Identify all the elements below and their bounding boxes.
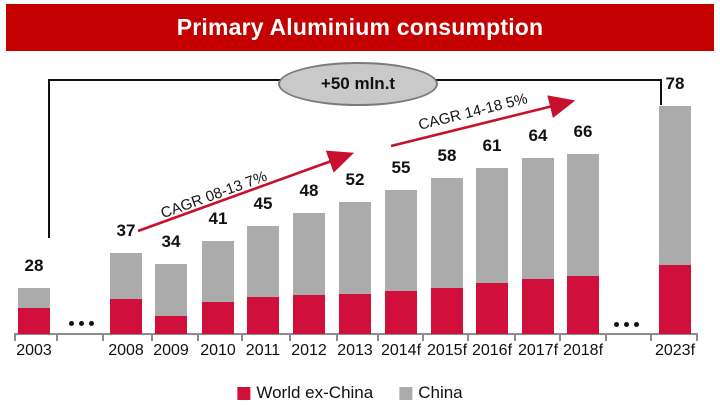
bar-world-ex-china-2014f — [385, 291, 417, 334]
bar-world-ex-china-2009 — [155, 316, 187, 334]
axis-break-dots-1 — [614, 322, 619, 327]
axis-break-dots-0 — [79, 321, 84, 326]
x-axis-tick-5 — [241, 335, 243, 341]
x-axis-label-2003: 2003 — [16, 342, 52, 359]
x-axis-label-2017f: 2017f — [517, 342, 559, 359]
x-axis-tick-13 — [605, 335, 607, 341]
legend-label-0: World ex-China — [256, 383, 374, 402]
value-label-2017f: 64 — [528, 126, 548, 145]
legend-item-world-ex-china: World ex-China — [237, 383, 373, 403]
x-axis-tick-0 — [14, 335, 16, 341]
x-axis-tick-12 — [559, 335, 561, 341]
bar-china-2013 — [339, 202, 371, 294]
legend-swatch-1 — [399, 386, 413, 400]
value-label-2014f: 55 — [391, 158, 411, 177]
x-axis-label-2018f: 2018f — [562, 342, 604, 359]
value-label-2016f: 61 — [482, 136, 502, 155]
x-axis-tick-15 — [696, 335, 698, 341]
bar-china-2023f — [659, 106, 691, 265]
x-axis-label-2012: 2012 — [291, 342, 327, 359]
axis-break-dots-0 — [89, 321, 94, 326]
value-label-2009: 34 — [161, 232, 181, 251]
x-axis-label-2008: 2008 — [108, 342, 144, 359]
x-axis-line — [14, 333, 698, 335]
legend-item-china: China — [399, 383, 463, 403]
legend-label-1: China — [418, 383, 463, 402]
x-axis-tick-3 — [151, 335, 153, 341]
legend: World ex-China China — [237, 383, 463, 403]
x-axis-label-2016f: 2016f — [471, 342, 513, 359]
x-axis-label-2014f: 2014f — [380, 342, 422, 359]
value-label-2015f: 58 — [437, 146, 457, 165]
x-axis-tick-11 — [514, 335, 516, 341]
bar-world-ex-china-2010 — [202, 302, 234, 334]
bar-china-2017f — [522, 158, 554, 279]
bar-world-ex-china-2008 — [110, 299, 142, 334]
bar-world-ex-china-2015f — [431, 288, 463, 334]
x-axis-label-2023f: 2023f — [654, 342, 696, 359]
x-axis-tick-7 — [336, 335, 338, 341]
x-axis-tick-14 — [650, 335, 652, 341]
bar-world-ex-china-2018f — [567, 276, 599, 334]
bar-china-2016f — [476, 168, 508, 283]
bar-world-ex-china-2011 — [247, 297, 279, 334]
value-label-2010: 41 — [208, 209, 228, 228]
plus-50-mlnt-badge: +50 mln.t — [278, 62, 438, 106]
axis-break-dots-0 — [69, 321, 74, 326]
bar-china-2010 — [202, 241, 234, 302]
bar-china-2008 — [110, 253, 142, 299]
x-axis-tick-4 — [197, 335, 199, 341]
value-label-2018f: 66 — [573, 122, 593, 141]
x-axis-tick-1 — [56, 335, 58, 341]
x-axis-label-2015f: 2015f — [426, 342, 468, 359]
value-label-2003: 28 — [24, 256, 44, 275]
axis-break-dots-1 — [634, 322, 639, 327]
x-axis-tick-2 — [102, 335, 104, 341]
x-axis-label-2013: 2013 — [337, 342, 373, 359]
x-axis-label-2009: 2009 — [153, 342, 189, 359]
value-label-2013: 52 — [345, 170, 365, 189]
bar-china-2003 — [18, 288, 50, 308]
bar-world-ex-china-2012 — [293, 295, 325, 334]
bar-china-2015f — [431, 178, 463, 288]
x-axis-tick-10 — [467, 335, 469, 341]
x-axis-label-2011: 2011 — [245, 342, 281, 359]
x-axis-tick-9 — [422, 335, 424, 341]
bar-china-2018f — [567, 154, 599, 276]
value-label-2023f: 78 — [665, 74, 685, 93]
value-label-2011: 45 — [253, 194, 273, 213]
value-label-2008: 37 — [116, 221, 136, 240]
bar-china-2011 — [247, 226, 279, 297]
bar-world-ex-china-2016f — [476, 283, 508, 334]
bar-world-ex-china-2017f — [522, 279, 554, 334]
bar-world-ex-china-2013 — [339, 294, 371, 334]
x-axis-label-2010: 2010 — [200, 342, 236, 359]
page-title: Primary Aluminium consumption — [176, 14, 544, 40]
x-axis-tick-6 — [289, 335, 291, 341]
value-label-2012: 48 — [299, 181, 319, 200]
title-banner: Primary Aluminium consumption — [6, 4, 714, 51]
x-axis-tick-8 — [377, 335, 379, 341]
bar-china-2009 — [155, 264, 187, 316]
bar-world-ex-china-2023f — [659, 265, 691, 334]
legend-swatch-0 — [237, 386, 251, 400]
badge-label: +50 mln.t — [320, 74, 396, 93]
axis-break-dots-1 — [624, 322, 629, 327]
bar-world-ex-china-2003 — [18, 308, 50, 334]
bar-china-2014f — [385, 190, 417, 291]
bar-china-2012 — [293, 213, 325, 295]
